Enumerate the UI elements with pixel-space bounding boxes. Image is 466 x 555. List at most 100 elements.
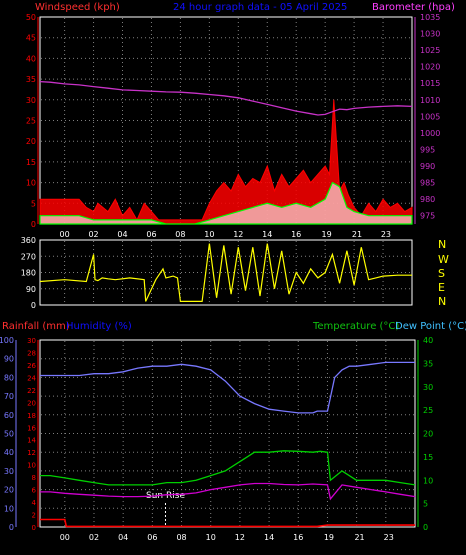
- x-axis-tick-label: 21: [354, 533, 364, 542]
- compass-label-w: W: [438, 253, 449, 266]
- x-axis-tick-label: 08: [176, 533, 186, 542]
- x-axis-tick-label: 16: [293, 533, 303, 542]
- x-axis-tick-label: 16: [291, 230, 301, 239]
- series-wind-direction: [39, 243, 412, 302]
- right-axis-tick-label: 1015: [420, 79, 440, 88]
- x-axis-tick-label: 10: [206, 533, 216, 542]
- windspeed-title: Windspeed (kph): [35, 2, 120, 13]
- compass-label-n-bottom: N: [438, 295, 446, 308]
- series-rainfall: [40, 518, 415, 528]
- x-axis-tick-label: 19: [322, 230, 332, 239]
- rain-axis-tick-label: 22: [27, 387, 36, 395]
- x-axis-tick-label: 00: [60, 230, 70, 239]
- right-axis-tick-label: 980: [420, 195, 435, 204]
- compass-label-s: S: [438, 267, 445, 280]
- rainfall-title: Rainfall (mm): [2, 321, 70, 332]
- right-axis-tick-label: 985: [420, 179, 435, 188]
- right-axis-tick-label: 1005: [420, 112, 440, 121]
- right-axis-tick-label: 1000: [420, 129, 440, 138]
- series-dewpoint: [40, 482, 416, 501]
- humidity-title: Humidity (%): [66, 321, 132, 332]
- right-axis-tick-label: 1020: [420, 63, 440, 72]
- rain-axis-tick-label: 26: [27, 362, 36, 370]
- x-axis-tick-label: 00: [60, 533, 70, 542]
- left-axis-tick-label: 180: [21, 269, 36, 278]
- x-axis-tick-label: 02: [89, 533, 99, 542]
- left-axis-tick-label: 90: [26, 285, 36, 294]
- left-axis-tick-label: 10: [26, 179, 36, 188]
- left-axis-tick-label: 360: [21, 236, 36, 245]
- barometer-title: Barometer (hpa): [372, 2, 455, 13]
- x-axis-tick-label: 08: [175, 230, 185, 239]
- right-axis-tick-label: 1035: [420, 13, 440, 22]
- right-axis-tick-label: 20: [423, 430, 433, 439]
- x-axis-tick-label: 23: [384, 533, 394, 542]
- right-axis-tick-label: 1030: [420, 30, 440, 39]
- sunrise-label: Sun Rise: [146, 491, 185, 501]
- left-axis-tick-label: 45: [26, 34, 36, 43]
- rain-axis-tick-label: 2: [32, 512, 36, 520]
- temperature-title: Temperature (°C): [312, 321, 399, 332]
- right-axis-tick-label: 10: [423, 476, 433, 485]
- right-axis-tick-label: 1025: [420, 46, 440, 55]
- rain-axis-tick-label: 10: [27, 462, 36, 470]
- left-axis-tick-label: 20: [4, 486, 14, 495]
- right-axis-tick-label: 990: [420, 162, 435, 171]
- rain-axis-tick-label: 28: [27, 349, 36, 357]
- rain-axis-tick-label: 24: [27, 374, 36, 382]
- left-axis-tick-label: 30: [4, 467, 14, 476]
- rain-axis-tick-label: 20: [27, 399, 36, 407]
- right-axis-tick-label: 30: [423, 383, 433, 392]
- left-axis-tick-label: 80: [4, 373, 14, 382]
- left-axis-tick-label: 90: [4, 355, 14, 364]
- right-axis-tick-label: 0: [423, 523, 428, 532]
- x-axis-tick-label: 10: [204, 230, 214, 239]
- dewpoint-title: Dew Point (°C): [395, 321, 466, 332]
- wind-direction-panel: 0 90 180 270 360: [21, 236, 413, 310]
- left-axis-tick-label: 15: [26, 158, 36, 167]
- x-axis-tick-label: 23: [381, 230, 391, 239]
- left-axis-tick-label: 0: [9, 523, 14, 532]
- left-axis-tick-label: 35: [26, 75, 36, 84]
- plot-frame: [39, 239, 413, 306]
- right-axis-tick-label: 975: [420, 212, 435, 221]
- x-axis-tick-label: 06: [146, 230, 156, 239]
- left-axis-tick-label: 10: [4, 504, 14, 513]
- x-axis-tick-label: 04: [118, 533, 128, 542]
- left-axis-tick-label: 60: [4, 411, 14, 420]
- x-axis-tick-label: 02: [88, 230, 98, 239]
- rain-axis-tick-label: 14: [27, 437, 36, 445]
- rain-axis-tick-label: 16: [27, 424, 36, 432]
- compass-label-n-top: N: [438, 238, 446, 251]
- rain-axis-tick-label: 6: [32, 487, 37, 495]
- rain-axis-tick-label: 8: [32, 474, 36, 482]
- left-axis-tick-label: 30: [26, 96, 36, 105]
- right-axis-tick-label: 1010: [420, 96, 440, 105]
- right-axis-tick-label: 15: [423, 453, 433, 462]
- left-axis-tick-label: 5: [31, 199, 36, 208]
- left-axis-tick-label: 40: [4, 448, 14, 457]
- left-axis-tick-label: 270: [21, 252, 36, 261]
- rain-axis-tick-label: 0: [32, 524, 36, 532]
- rain-axis-tick-label: 18: [27, 412, 36, 420]
- left-axis-tick-label: 100: [0, 336, 14, 345]
- x-axis-tick-label: 14: [262, 230, 272, 239]
- left-axis-tick-label: 50: [4, 430, 14, 439]
- x-axis-tick-label: 12: [235, 533, 245, 542]
- vertical-grid: [64, 241, 384, 304]
- x-axis-tick-label: 12: [233, 230, 243, 239]
- series-barometer: [39, 80, 413, 116]
- x-axis-tick-label: 21: [352, 230, 362, 239]
- right-axis-tick-label: 40: [423, 336, 433, 345]
- humidity-temperature-panel: 0102030405060708090100024681012141618202…: [0, 336, 433, 542]
- x-axis-tick-label: 14: [264, 533, 274, 542]
- rain-axis-tick-label: 30: [27, 337, 36, 345]
- right-axis-tick-label: 25: [423, 406, 433, 415]
- right-axis-tick-label: 5: [423, 500, 428, 509]
- rain-axis-tick-label: 12: [27, 449, 36, 457]
- right-axis-tick-label: 995: [420, 145, 435, 154]
- x-axis-tick-label: 06: [147, 533, 157, 542]
- series-temperature: [40, 450, 416, 486]
